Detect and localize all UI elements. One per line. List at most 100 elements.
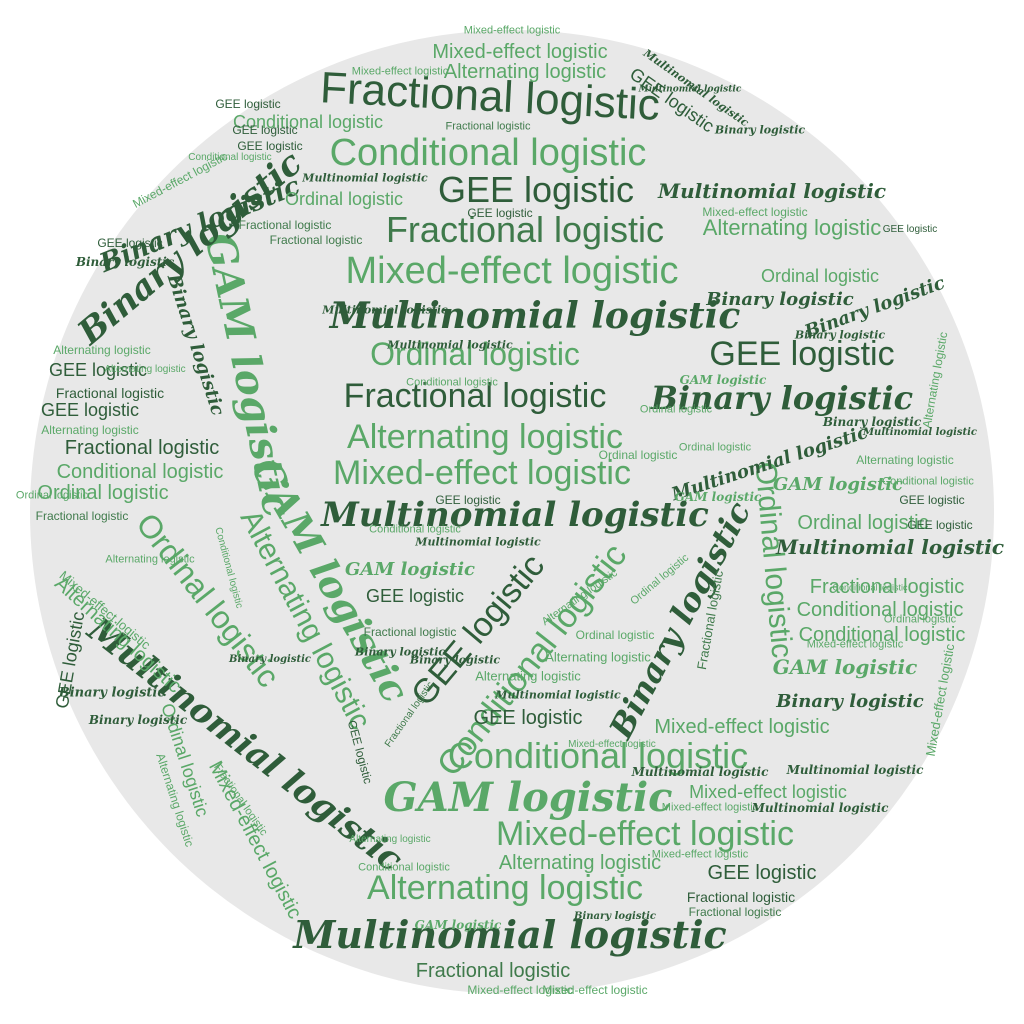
word: Ordinal logistic: [797, 512, 929, 534]
word: GAM logistic: [772, 655, 918, 679]
word: Alternating logistic: [349, 834, 431, 845]
word: Conditional logistic: [882, 475, 974, 488]
word: Fractional logistic: [385, 209, 665, 250]
word: Mixed-effect logistic: [689, 782, 847, 802]
word: Alternating logistic: [53, 343, 151, 357]
word: Fractional logistic: [343, 377, 607, 415]
cloud-background-circle: [30, 30, 994, 994]
word: Binary logistic: [75, 255, 175, 269]
word: Binary logistic: [776, 691, 924, 712]
word: Mixed-effect logistic: [806, 638, 904, 651]
word: GEE logistic: [437, 169, 635, 210]
word: Fractional logistic: [688, 905, 782, 919]
word: Conditional logistic: [232, 112, 384, 132]
word: GAM logistic: [414, 918, 502, 932]
word: Mixed-effect logistic: [496, 815, 794, 853]
word: Ordinal logistic: [575, 628, 655, 642]
word: GAM logistic: [772, 474, 904, 495]
word: Binary logistic: [88, 713, 188, 727]
word: GAM logistic: [679, 373, 767, 387]
word: GAM logistic: [674, 490, 762, 504]
word: Alternating logistic: [545, 649, 651, 665]
word: GEE logistic: [48, 360, 148, 380]
word: Ordinal logistic: [284, 189, 404, 209]
word: Binary logistic: [706, 289, 854, 310]
word: Multinomial logistic: [322, 303, 448, 317]
word: GEE logistic: [709, 335, 895, 373]
word: Fractional logistic: [686, 889, 796, 905]
word: Ordinal logistic: [883, 613, 957, 626]
word: Alternating logistic: [443, 61, 607, 83]
word: GEE logistic: [899, 493, 965, 507]
word: Ordinal logistic: [37, 482, 169, 504]
word: Fractional logistic: [64, 437, 220, 459]
word: Alternating logistic: [475, 668, 581, 684]
word: Multinomial logistic: [638, 84, 742, 95]
word: Fractional logistic: [269, 233, 363, 247]
word: Mixed-effect logistic: [702, 205, 808, 219]
word: Alternating logistic: [856, 453, 954, 467]
word: Alternating logistic: [702, 215, 882, 240]
word: Multinomial logistic: [657, 179, 887, 203]
word: Mixed-effect logistic: [463, 24, 561, 37]
word: Mixed-effect logistic: [351, 65, 449, 78]
word: GAM logistic: [383, 774, 673, 821]
word: Mixed-effect logistic: [661, 801, 759, 814]
word: Mixed-effect logistic: [432, 41, 608, 63]
word: Binary logistic: [794, 328, 886, 342]
word: GEE logistic: [40, 400, 140, 420]
word: GEE logistic: [882, 224, 938, 235]
word: Mixed-effect logistic: [651, 848, 749, 861]
word: GEE logistic: [907, 518, 973, 532]
word: Fractional logistic: [363, 625, 457, 639]
word: GEE logistic: [707, 862, 817, 884]
word: Alternating logistic: [347, 418, 623, 456]
word: Conditional logistic: [447, 735, 749, 776]
word: Mixed-effect logistic: [333, 454, 631, 492]
word: Conditional logistic: [358, 861, 450, 874]
word: Conditional logistic: [329, 132, 647, 174]
word: Alternating logistic: [104, 364, 186, 375]
word: GEE logistic: [473, 707, 583, 729]
word: Alternating logistic: [41, 423, 139, 437]
word: Multinomial logistic: [329, 295, 741, 337]
word: Conditional logistic: [369, 523, 461, 536]
word: Multinomial logistic: [321, 495, 709, 535]
word: Multinomial logistic: [775, 535, 1005, 559]
word: Conditional logistic: [56, 461, 224, 483]
word: Multinomial logistic: [302, 171, 428, 185]
word: GEE logistic: [435, 493, 501, 507]
word: Ordinal logistic: [678, 441, 752, 454]
word: Binary logistic: [714, 123, 806, 137]
word: Binary logistic: [650, 379, 914, 417]
word: Binary logistic: [58, 685, 166, 701]
word: Mixed-effect logistic: [654, 716, 830, 738]
word: GEE logistic: [365, 586, 465, 606]
word: GEE logistic: [232, 123, 298, 137]
word: Multinomial logistic: [495, 688, 621, 702]
word: Ordinal logistic: [639, 403, 713, 416]
word: Multinomial logistic: [415, 535, 541, 549]
word: Binary logistic: [574, 911, 656, 922]
word: Binary logistic: [354, 645, 446, 659]
word: Alternating logistic: [498, 852, 662, 874]
word: GEE logistic: [215, 97, 281, 111]
word: Mixed-effect logistic: [467, 983, 573, 997]
word: GEE logistic: [467, 206, 533, 220]
word: Fractional logistic: [809, 576, 965, 598]
word: Conditional logistic: [188, 152, 272, 163]
word: Multinomial logistic: [751, 801, 889, 815]
word: Alternating logistic: [105, 553, 195, 566]
word: Ordinal logistic: [370, 336, 580, 372]
word: Multinomial logistic: [862, 427, 978, 438]
word: Conditional logistic: [832, 582, 908, 593]
word: GEE logistic: [237, 139, 303, 153]
word: Ordinal logistic: [598, 448, 678, 462]
word: Binary logistic: [229, 654, 311, 665]
word: Fractional logistic: [238, 218, 332, 232]
word: Mixed-effect logistic: [345, 250, 679, 292]
word: Multinomial logistic: [387, 338, 513, 352]
word: GAM logistic: [344, 559, 476, 580]
word: Binary logistic: [409, 653, 501, 667]
